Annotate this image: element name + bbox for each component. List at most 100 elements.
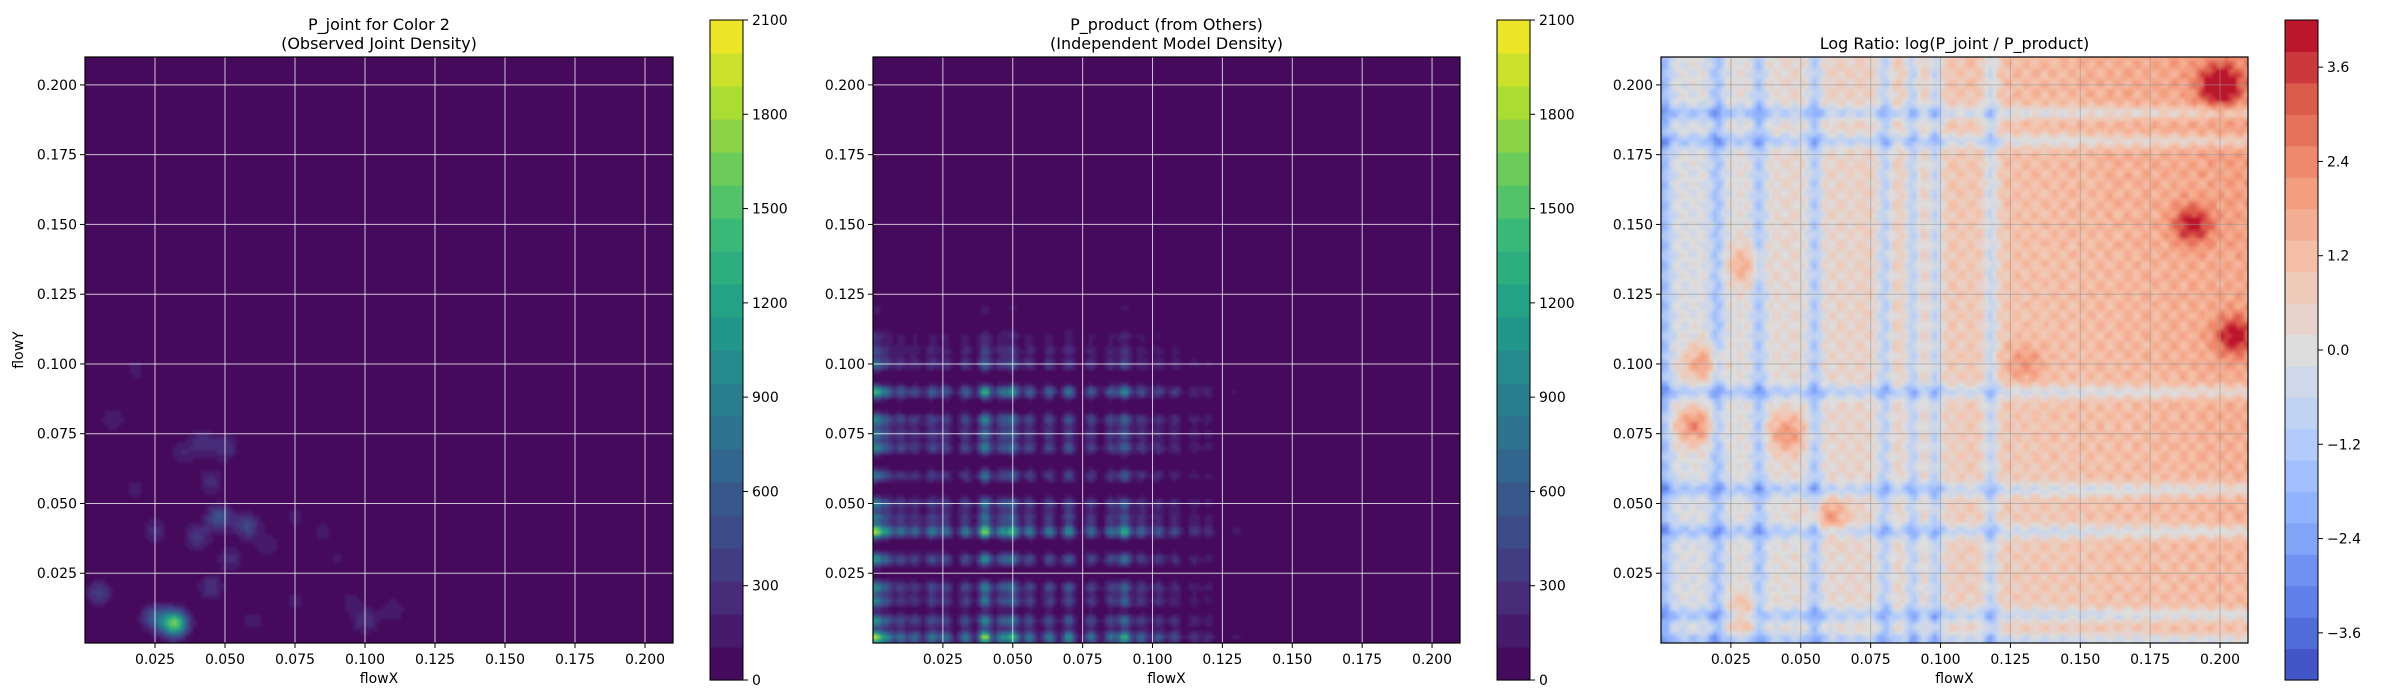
colorbar-level [1497, 383, 1530, 417]
colorbar-tick-label: 300 [752, 579, 779, 595]
colorbar-level [710, 383, 743, 417]
colorbar-level [710, 449, 743, 483]
colorbar-level [1497, 152, 1530, 186]
colorbar-level [710, 581, 743, 615]
colorbar-tick-label: 1500 [752, 202, 788, 218]
colorbar-level [1497, 515, 1530, 549]
x-tick-label: 0.050 [205, 652, 245, 668]
colorbar-tick-label: 600 [752, 484, 779, 500]
colorbar-level [1497, 482, 1530, 516]
colorbar-level [710, 86, 743, 120]
colorbar-level [710, 20, 743, 54]
panel-3: 0.025 0.050 0.075 0.100 0.125 0.150 0.175 0.200… [1613, 19, 2361, 687]
colorbar-level [1497, 185, 1530, 219]
colorbar-tick-label: 900 [752, 390, 779, 406]
x-tick-label: 0.025 [135, 652, 175, 668]
colorbar-tick-label: 2100 [752, 13, 788, 29]
axes-frame [872, 56, 1461, 644]
x-tick-label: 0.100 [1920, 652, 1960, 668]
x-tick-label: 0.200 [1412, 652, 1452, 668]
panel-2: 0.025 0.050 0.075 0.100 0.125 0.150 0.175 0.200… [825, 13, 1575, 689]
x-tick-label: 0.100 [1132, 652, 1172, 668]
colorbar-level [2285, 302, 2318, 335]
colorbar-tick-label: 3.6 [2327, 60, 2349, 76]
colorbar-level [2285, 460, 2318, 493]
colorbar-tick-label: 0 [1539, 673, 1548, 689]
x-tick-label: 0.025 [923, 652, 963, 668]
y-tick-label: 0.125 [37, 287, 77, 303]
colorbar-level [2285, 145, 2318, 178]
colorbar: 0 300 600 900 1200 1500 1800 2100 [709, 13, 788, 689]
y-tick-label: 0.150 [825, 217, 865, 233]
x-tick-label: 0.125 [1990, 652, 2030, 668]
colorbar-level [710, 317, 743, 351]
colorbar-level [710, 218, 743, 252]
x-tick-label: 0.125 [415, 652, 455, 668]
colorbar-level [710, 284, 743, 318]
y-axis-label: flowY [11, 331, 27, 369]
y-tick-label: 0.050 [825, 496, 865, 512]
colorbar-level [710, 53, 743, 87]
colorbar-tick-label: −3.6 [2327, 626, 2361, 642]
colorbar-level [710, 614, 743, 648]
colorbar-level [1497, 251, 1530, 285]
colorbar-level [1497, 20, 1530, 54]
colorbar-level [2285, 51, 2318, 84]
colorbar-level [2285, 617, 2318, 650]
colorbar-tick-label: 2.4 [2327, 154, 2349, 170]
colorbar-level [2285, 82, 2318, 115]
colorbar-tick-label: 1800 [752, 107, 788, 123]
colorbar-level [710, 482, 743, 516]
x-tick-label: 0.200 [625, 652, 665, 668]
colorbar-tick-label: 1200 [1539, 296, 1575, 312]
x-axis-label: flowX [1935, 671, 1974, 687]
x-tick-label: 0.075 [275, 652, 315, 668]
colorbar-level [1497, 416, 1530, 450]
colorbar-level [2285, 114, 2318, 147]
colorbar-level [710, 515, 743, 549]
colorbar-tick-label: −1.2 [2327, 437, 2361, 453]
y-tick-label: 0.050 [1613, 496, 1653, 512]
y-tick-label: 0.075 [825, 427, 865, 443]
colorbar-level [710, 152, 743, 186]
colorbar-level [2285, 554, 2318, 587]
y-tick-label: 0.025 [37, 566, 77, 582]
colorbar-level [2285, 522, 2318, 555]
y-tick-label: 0.150 [1613, 217, 1653, 233]
colorbar-tick-label: 1200 [752, 296, 788, 312]
x-tick-label: 0.050 [1781, 652, 1821, 668]
y-tick-label: 0.100 [825, 357, 865, 373]
colorbar-tick-label: 1500 [1539, 202, 1575, 218]
x-tick-label: 0.100 [345, 652, 385, 668]
colorbar: −3.6 −2.4 −1.2 0.0 1.2 2.4 3.6 [2284, 19, 2361, 681]
colorbar-level [710, 185, 743, 219]
colorbar-frame [1496, 19, 1531, 681]
colorbar-level [2285, 428, 2318, 461]
colorbar-level [1497, 317, 1530, 351]
colorbar-tick-label: 600 [1539, 484, 1566, 500]
x-tick-label: 0.175 [2130, 652, 2170, 668]
colorbar-level [2285, 334, 2318, 367]
y-tick-label: 0.150 [37, 217, 77, 233]
y-tick-label: 0.025 [825, 566, 865, 582]
colorbar-level [1497, 284, 1530, 318]
colorbar-level [2285, 397, 2318, 430]
colorbar-tick-label: 1800 [1539, 107, 1575, 123]
x-tick-label: 0.075 [1063, 652, 1103, 668]
colorbar-level [2285, 365, 2318, 398]
colorbar-level [2285, 208, 2318, 241]
x-tick-label: 0.050 [993, 652, 1033, 668]
y-tick-label: 0.125 [825, 287, 865, 303]
colorbar-level [1497, 119, 1530, 153]
colorbar-tick-label: 300 [1539, 579, 1566, 595]
x-tick-label: 0.125 [1202, 652, 1242, 668]
x-axis-label: flowX [1147, 671, 1186, 687]
colorbar-tick-label: 900 [1539, 390, 1566, 406]
heatmap-image [873, 57, 1460, 643]
colorbar-level [1497, 581, 1530, 615]
y-tick-label: 0.075 [1613, 427, 1653, 443]
colorbar-level [1497, 53, 1530, 87]
y-tick-label: 0.175 [1613, 148, 1653, 164]
chart-title-line: Log Ratio: log(P_joint / P_product) [1820, 34, 2090, 54]
